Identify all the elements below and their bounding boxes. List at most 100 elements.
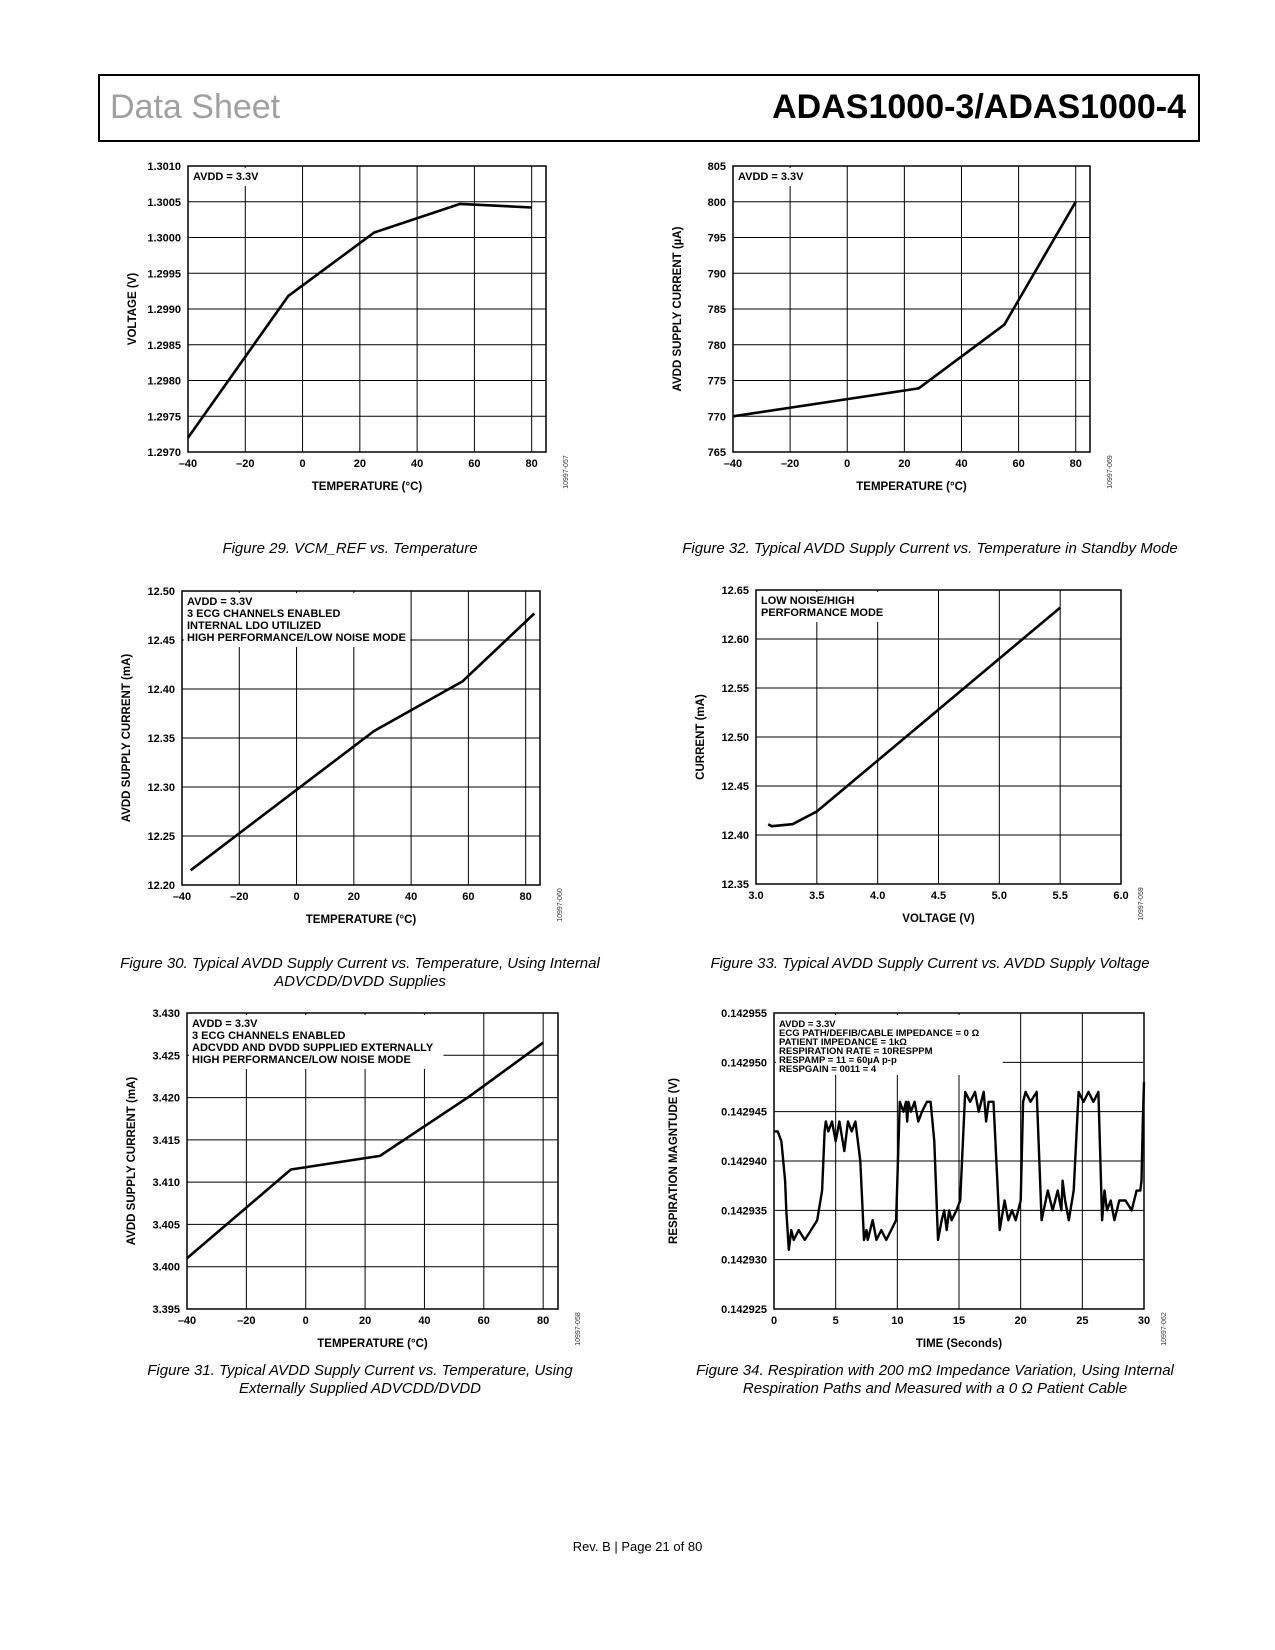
y-tick-label: 1.2980 [147,376,181,388]
figure-code: 10997-058 [575,1312,582,1346]
x-tick-label: 40 [418,1315,430,1327]
annotation-background [776,1015,1003,1075]
chart-fig32: 765 770 775 780 785 790 795 800 805 –40 –20 0 20 40 60… [672,161,1114,493]
x-tick-label: 6.0 [1113,890,1128,902]
y-tick-label: 3.405 [152,1219,180,1231]
y-tick-label: 12.30 [147,782,175,794]
y-tick-label: 1.3010 [147,161,181,173]
x-tick-label: –40 [178,1315,196,1327]
x-tick-label: –40 [179,458,197,470]
y-tick-label: 800 [708,197,726,209]
x-tick-label: 10 [891,1315,903,1327]
data-line [767,606,1062,828]
y-tick-label: 805 [708,161,726,173]
annotation-background [735,168,821,186]
x-tick-label: 60 [478,1315,490,1327]
plot-frame [186,1012,559,1310]
x-tick-label: 20 [359,1315,371,1327]
y-tick-label: 1.2995 [147,268,181,280]
annotation-text: AVDD = 3.3V [779,1019,836,1030]
y-tick-label: 795 [708,233,726,245]
annotation-text: ADCVDD AND DVDD SUPPLIED EXTERNALLY [192,1042,434,1054]
y-tick-label: 3.430 [152,1008,180,1020]
header-part-number: ADAS1000-3/ADAS1000-4 [772,88,1186,126]
y-tick-label: 0.142940 [721,1156,767,1168]
y-axis-label: AVDD SUPPLY CURRENT (mA) [121,654,133,823]
x-tick-label: 15 [953,1315,965,1327]
x-tick-label: 20 [348,891,360,903]
y-tick-label: 12.45 [147,635,175,647]
y-tick-label: 765 [708,447,726,459]
x-tick-label: 20 [354,458,366,470]
x-tick-label: 40 [955,458,967,470]
page-footer: Rev. B | Page 21 of 80 [572,1539,703,1554]
y-tick-label: 12.65 [721,585,749,597]
y-tick-label: 12.40 [721,830,749,842]
plot-frame [755,589,1122,885]
y-tick-label: 780 [708,340,726,352]
x-tick-label: 4.5 [931,890,946,902]
data-line [186,202,532,439]
annotation-text: LOW NOISE/HIGH [761,595,855,607]
y-tick-label: 775 [708,376,726,388]
x-tick-label: –40 [173,891,191,903]
y-tick-label: 790 [708,268,726,280]
x-tick-label: –20 [236,458,254,470]
y-tick-label: 3.415 [152,1135,180,1147]
x-tick-label: 80 [520,891,532,903]
annotation-text: HIGH PERFORMANCE/LOW NOISE MODE [192,1054,411,1066]
annotation-text: 3 ECG CHANNELS ENABLED [192,1030,345,1042]
x-tick-label: 0 [293,891,299,903]
y-tick-label: 0.142945 [721,1107,767,1119]
x-tick-label: 40 [411,458,423,470]
annotation-text: PATIENT IMPEDANCE = 1kΩ [779,1037,907,1048]
x-tick-label: 5.0 [992,890,1007,902]
plot-frame [187,165,547,453]
x-tick-label: 0 [303,1315,309,1327]
caption-fig31: Figure 31. Typical AVDD Supply Current v… [147,1362,573,1397]
figure-code: 10997-059 [1138,887,1145,921]
y-tick-label: 0.142950 [721,1057,767,1069]
annotation-text: AVDD = 3.3V [192,1018,258,1030]
figure-code: 10997-062 [1161,1312,1168,1346]
x-axis-label: TEMPERATURE (°C) [306,914,417,926]
x-tick-label: 3.0 [748,890,763,902]
data-line [732,201,1077,418]
y-tick-label: 3.400 [152,1262,180,1274]
annotation-text: RESPAMP = 11 = 60µA p-p [779,1055,897,1066]
page-header: Data Sheet ADAS1000-3/ADAS1000-4 [98,74,1200,142]
x-axis-label: TEMPERATURE (°C) [317,1338,428,1350]
x-tick-label: –40 [724,458,742,470]
annotation-text: AVDD = 3.3V [187,596,253,608]
chart-fig34: 0.142925 0.142930 0.142935 0.142940 0.142945… [668,1008,1168,1350]
x-tick-label: 0 [844,458,850,470]
x-tick-label: 80 [537,1315,549,1327]
x-tick-label: 20 [898,458,910,470]
x-tick-label: 80 [1070,458,1082,470]
chart-fig31: 3.395 3.400 3.405 3.410 3.415 3.420 3.425 3.430… [126,1008,582,1350]
y-tick-label: 12.40 [147,684,175,696]
y-tick-label: 3.420 [152,1093,180,1105]
y-tick-label: 12.60 [721,634,749,646]
x-tick-label: 60 [462,891,474,903]
plot-frame [773,1012,1145,1310]
x-tick-label: 3.5 [809,890,824,902]
y-axis-label: AVDD SUPPLY CURRENT (µA) [672,226,684,391]
y-tick-label: 12.35 [147,733,175,745]
y-tick-label: 3.410 [152,1177,180,1189]
figure-code: 10997-057 [563,455,570,489]
caption-fig32: Figure 32. Typical AVDD Supply Current v… [682,540,1178,557]
data-line [189,612,536,872]
annotation-background [189,1015,444,1069]
y-axis-label: RESPIRATION MAGNTUDE (V) [668,1078,680,1244]
annotation-background [758,592,879,622]
y-tick-label: 12.50 [721,732,749,744]
x-tick-label: 0 [299,458,305,470]
y-tick-label: 0.142935 [721,1205,767,1217]
x-tick-label: 40 [405,891,417,903]
y-tick-label: 1.2970 [147,447,181,459]
x-tick-label: 20 [1015,1315,1027,1327]
x-tick-label: 60 [1012,458,1024,470]
x-axis-label: TEMPERATURE (°C) [856,481,967,493]
x-tick-label: 60 [468,458,480,470]
